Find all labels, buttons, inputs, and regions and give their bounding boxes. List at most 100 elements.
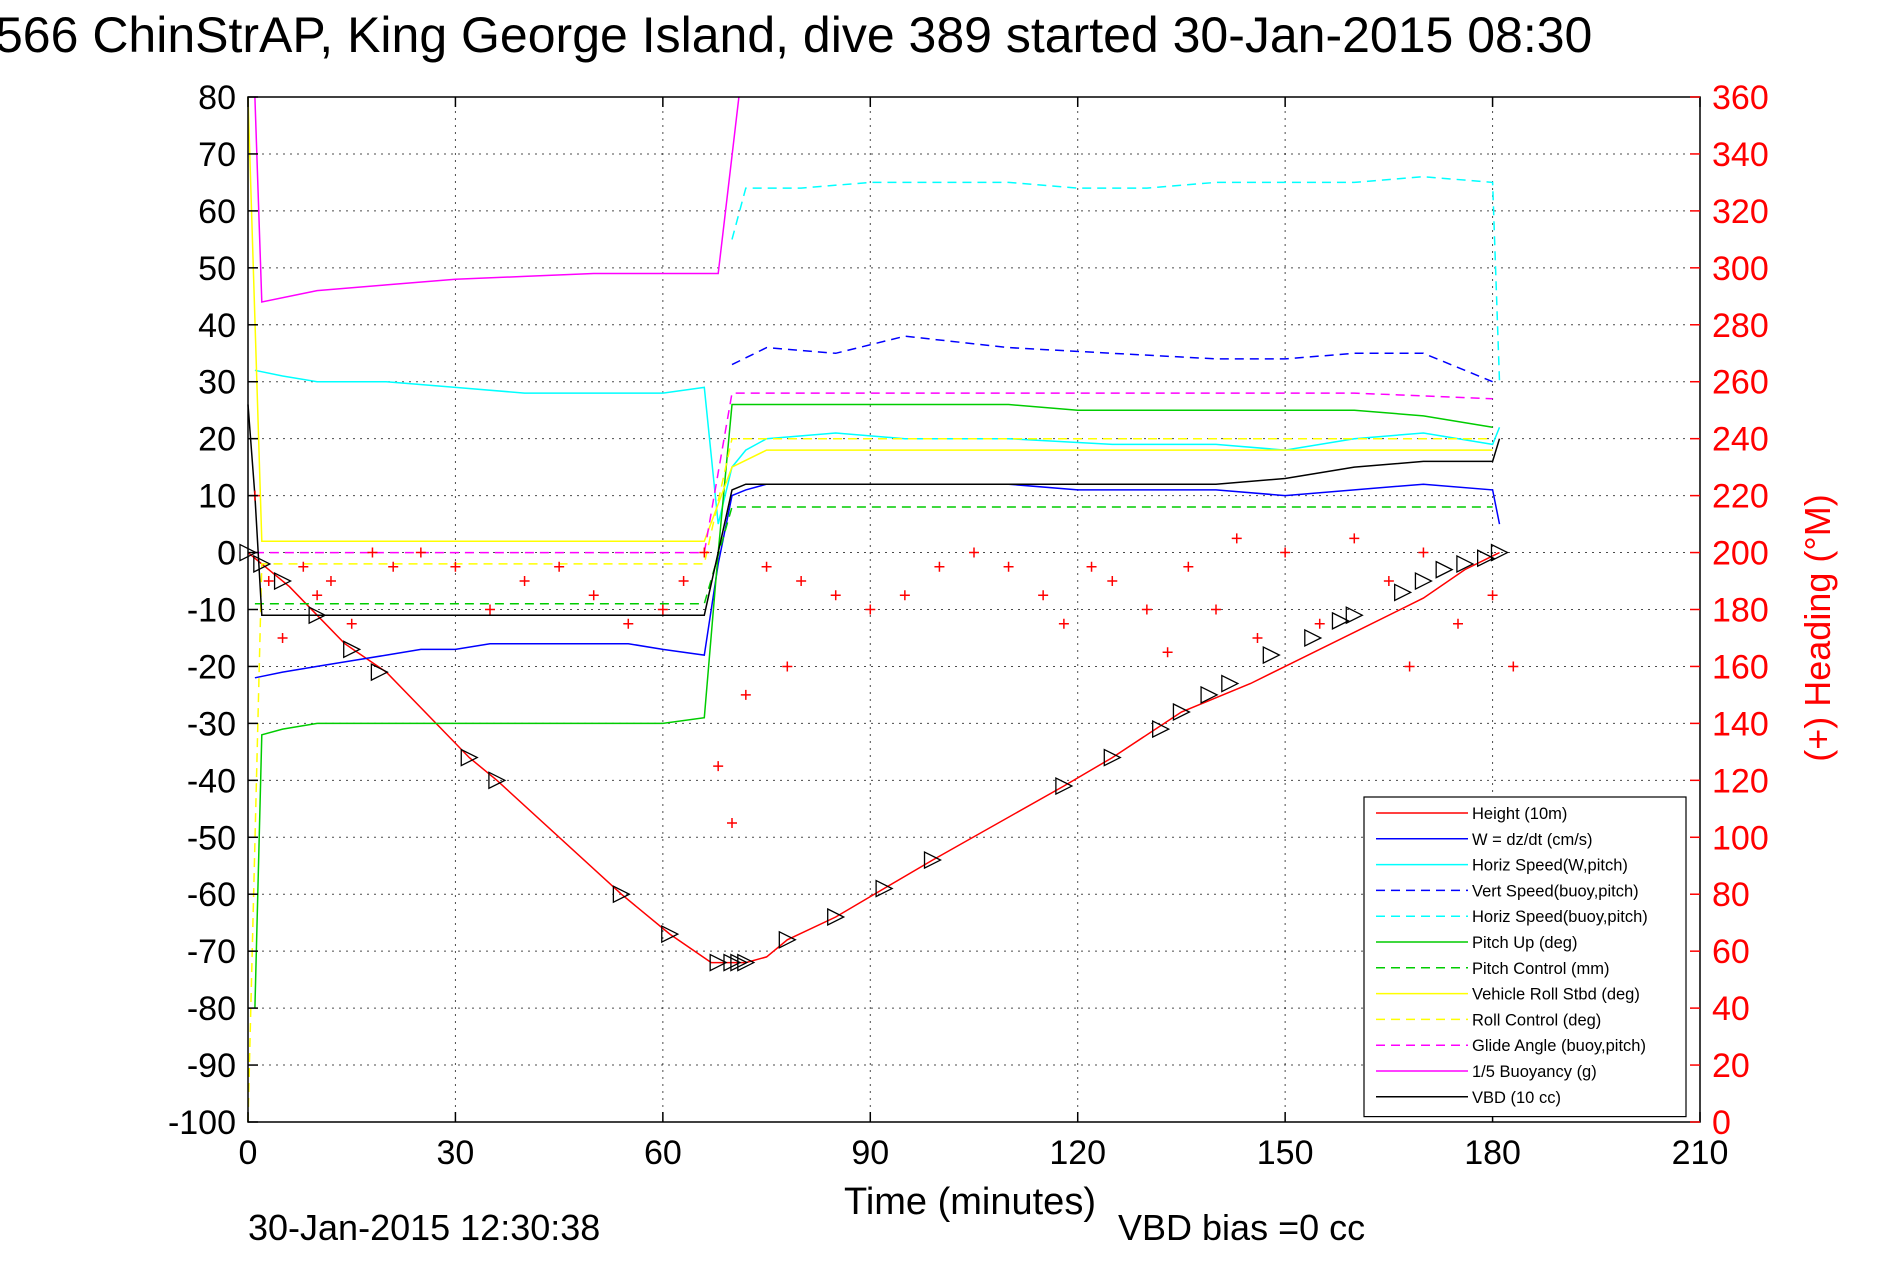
y-left-tick-label: 60 (198, 193, 236, 231)
heading-point (485, 604, 495, 615)
height-sample-marker (308, 606, 327, 625)
heading-point (1453, 618, 1463, 629)
series-line (254, 392, 1493, 554)
x-tick-label: 120 (1049, 1134, 1106, 1172)
height-sample-marker (1345, 606, 1364, 625)
y-right-tick-label: 280 (1712, 307, 1769, 345)
height-sample-marker (1394, 583, 1413, 602)
heading-point (1183, 561, 1194, 572)
series-line (247, 404, 1501, 616)
heading-point (277, 632, 288, 643)
legend-label: Pitch Control (mm) (1472, 960, 1610, 978)
legend-label: 1/5 Buoyancy (g) (1472, 1063, 1597, 1081)
series-line (254, 369, 1501, 525)
legend-label: VBD (10 cc) (1472, 1089, 1561, 1107)
heading-point (298, 561, 309, 572)
height-sample-marker (661, 925, 680, 944)
height-sample-marker (1490, 543, 1509, 562)
y-right-tick-label: 60 (1712, 933, 1750, 971)
height-sample-marker (1477, 549, 1496, 568)
y-left-tick-label: -70 (187, 933, 236, 971)
height-sample-marker (730, 953, 749, 972)
axes: 0 30 60 90 120 150 180 210-100-90-80-70-60-50-4… (168, 79, 1769, 1172)
heading-point (761, 561, 772, 572)
height-sample-marker (723, 953, 742, 972)
y-right-tick-label: 100 (1712, 819, 1769, 857)
y-right-tick-label: 80 (1712, 876, 1750, 914)
height-sample-marker (1414, 571, 1433, 591)
y-left-tick-label: -80 (187, 990, 236, 1028)
y-left-tick-label: 70 (198, 136, 236, 174)
heading-point (657, 604, 668, 615)
y-right-tick-label: 360 (1712, 79, 1769, 117)
heading-point (388, 561, 399, 572)
heading-point (519, 576, 530, 587)
height-sample-marker (370, 663, 389, 682)
x-tick-label: 0 (239, 1134, 258, 1172)
height-sample-marker (1103, 748, 1122, 767)
footer-vbd-bias: VBD bias =0 cc (1118, 1207, 1365, 1248)
x-tick-label: 30 (437, 1134, 475, 1172)
heading-point (1086, 561, 1097, 572)
y-left-tick-label: 50 (198, 250, 236, 288)
height-sample-marker (488, 771, 507, 790)
heading-point (1404, 661, 1415, 672)
chart-title: 566 ChinStrAP, King George Island, dive … (0, 7, 1592, 63)
height-sample-marker (709, 953, 728, 972)
y-left-tick-label: 10 (198, 478, 236, 516)
height-sample-marker (778, 930, 797, 949)
series-line (254, 403, 1493, 1009)
x-axis-label: Time (minutes) (844, 1181, 1096, 1223)
y-right-tick-label: 140 (1712, 705, 1769, 743)
heading-point (312, 590, 323, 601)
height-sample-marker (1221, 674, 1240, 693)
heading-point (1252, 632, 1263, 643)
height-sample-marker (612, 885, 631, 904)
heading-point (325, 576, 336, 587)
y-right-tick-label: 0 (1712, 1104, 1731, 1142)
y-left-tick-label: 40 (198, 307, 236, 345)
heading-point (1141, 604, 1152, 615)
height-sample-marker (737, 953, 756, 972)
series-line (254, 96, 740, 303)
legend-label: Vehicle Roll Stbd (deg) (1472, 986, 1640, 1004)
legend-label: Horiz Speed(W,pitch) (1472, 857, 1628, 875)
y-right-tick-label: 320 (1712, 193, 1769, 231)
heading-point (588, 590, 599, 601)
y-left-tick-label: -10 (187, 592, 236, 630)
y-left-tick-label: 20 (198, 421, 236, 459)
y-right-tick-label: 20 (1712, 1047, 1750, 1085)
heading-point (1231, 533, 1242, 544)
y-right-tick-label: 220 (1712, 478, 1769, 516)
height-sample-marker (1331, 611, 1350, 630)
y-right-tick-label: 40 (1712, 990, 1750, 1028)
heading-point (1038, 590, 1049, 601)
x-tick-label: 180 (1464, 1134, 1521, 1172)
heading-point (1349, 533, 1360, 544)
series-line (247, 551, 1500, 964)
heading-point (899, 590, 910, 601)
heading-point (1107, 576, 1118, 587)
height-sample-marker (1456, 554, 1475, 573)
heading-point (1418, 547, 1429, 558)
y-left-tick-label: 30 (198, 364, 236, 402)
y-right-tick-label: 240 (1712, 421, 1769, 459)
legend-label: Roll Control (deg) (1472, 1011, 1601, 1029)
heading-point (1314, 618, 1325, 629)
y-right-tick-label: 160 (1712, 648, 1769, 686)
x-tick-label: 150 (1257, 1134, 1314, 1172)
legend-label: W = dz/dt (cm/s) (1472, 831, 1593, 849)
series-line (254, 506, 1493, 605)
height-sample-marker (253, 554, 272, 573)
heading-point (1487, 590, 1498, 601)
heading-point (1383, 576, 1394, 587)
x-tick-label: 90 (851, 1134, 889, 1172)
y-left-tick-label: -30 (187, 705, 236, 743)
height-sample-marker (1172, 702, 1191, 722)
height-sample-marker (273, 571, 293, 591)
y-right-tick-label: 120 (1712, 762, 1769, 800)
legend-box (1363, 796, 1687, 1118)
heading-point (450, 561, 461, 572)
heading-point (782, 661, 793, 672)
legend-label: Horiz Speed(buoy,pitch) (1472, 908, 1648, 926)
